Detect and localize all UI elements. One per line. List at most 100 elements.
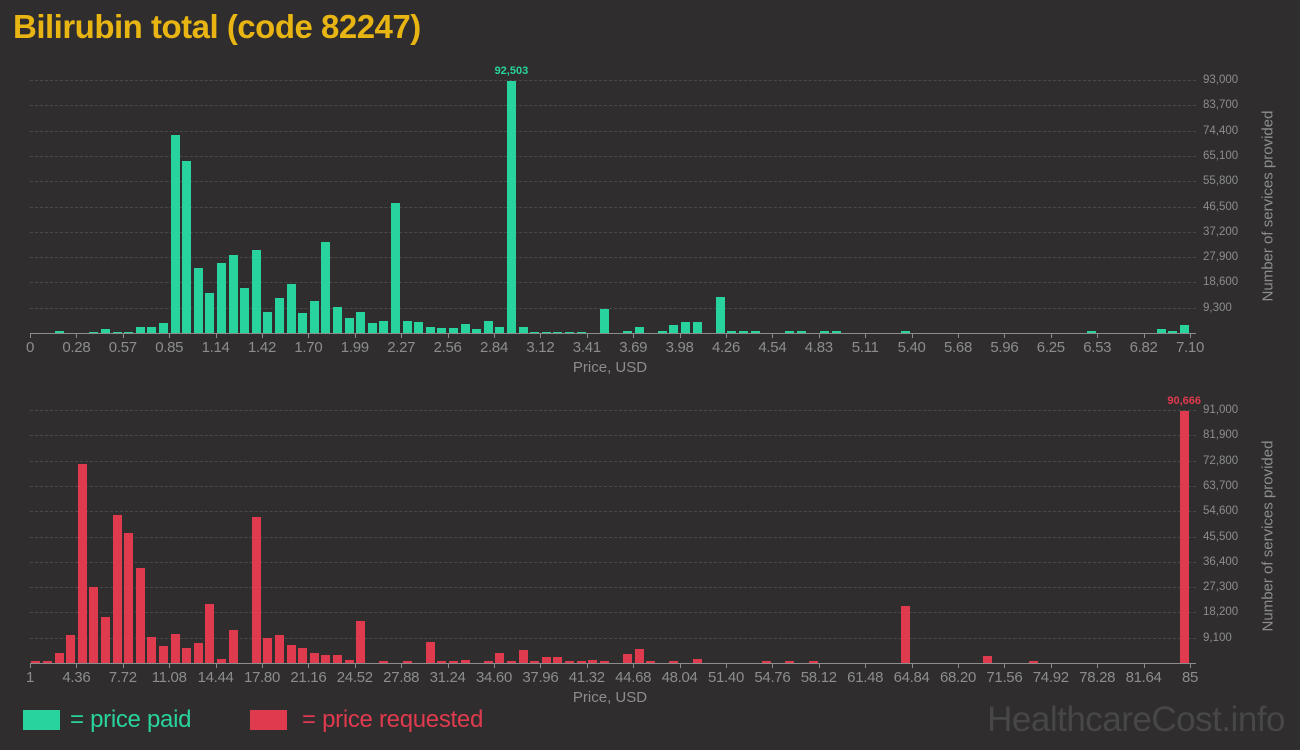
histogram-bar [356,312,366,333]
histogram-bar [622,654,632,663]
x-tick-label: 44.68 [615,669,652,686]
x-tick-label: 0.28 [62,339,91,356]
x-tick-mark [215,664,217,668]
x-tick-mark [958,664,959,668]
x-tick-label: 2.84 [480,339,508,356]
x-tick-label: 5.40 [897,339,926,356]
histogram-bar [1179,325,1189,333]
gridline [30,435,1196,437]
x-tick-mark [30,664,31,668]
histogram-bar [785,661,795,663]
y-tick-label: 72,800 [1203,454,1239,467]
x-tick-mark [308,334,310,338]
histogram-bar [321,655,331,663]
gridline [30,460,1196,462]
histogram-bar [54,653,64,663]
histogram-bar [158,323,168,333]
x-tick-mark [633,334,635,338]
x-tick-mark [1097,664,1099,668]
x-tick-label: 5.96 [990,339,1019,356]
histogram-bar [182,648,192,663]
histogram-bar [518,327,528,333]
histogram-bar [42,661,52,663]
x-tick-label: 3.98 [665,339,694,356]
x-tick-label: 1.14 [201,339,230,356]
histogram-bar [170,135,180,333]
histogram-bar [414,322,424,333]
x-tick-mark [726,664,727,668]
histogram-bar [1179,411,1189,663]
y-tick-label: 9,300 [1203,301,1232,314]
histogram-bar [576,661,586,663]
y-axis-title-requested: Number of services provided [1259,440,1277,632]
histogram-bar [31,661,41,663]
y-tick-label: 74,400 [1203,124,1239,137]
x-tick-mark [818,334,820,338]
x-tick-label: 11.08 [151,669,187,686]
x-tick-label: 3.12 [526,339,555,356]
x-tick-label: 68.20 [939,669,977,686]
histogram-bar [77,464,87,663]
histogram-bar [692,659,702,663]
histogram-bar [274,635,284,663]
y-tick-label: 83,700 [1203,99,1239,112]
histogram-bar [483,661,493,663]
x-axis-line [30,333,1196,334]
histogram-bar [506,661,516,663]
histogram-bar [727,331,737,333]
x-tick-mark [633,664,635,668]
y-tick-label: 18,200 [1203,606,1239,619]
x-tick-label: 4.54 [758,339,787,356]
histogram-bar [112,515,122,663]
histogram-bar [564,332,574,333]
histogram-bar [599,309,609,333]
histogram-bar [518,650,528,663]
x-tick-label: 4.36 [62,669,91,686]
x-tick-mark [76,664,78,668]
histogram-bar [344,318,354,333]
histogram-bar [193,643,203,663]
page-title: Bilirubin total (code 82247) [13,8,421,45]
histogram-bar [205,293,215,333]
histogram-bar [309,301,319,333]
x-tick-mark [262,334,263,338]
histogram-bar [228,630,238,663]
y-tick-label: 9,100 [1203,631,1232,644]
x-tick-label: 78.28 [1079,669,1116,686]
gridline [30,155,1196,157]
x-tick-label: 0.85 [155,339,184,356]
histogram-bar [762,661,772,663]
histogram-bar [530,332,540,333]
x-tick-mark [865,334,867,338]
gridline [30,536,1196,538]
histogram-bar [715,297,725,333]
y-tick-label: 54,600 [1203,505,1239,518]
x-tick-mark [1097,334,1099,338]
histogram-bar [738,331,748,333]
y-tick-label: 81,900 [1203,429,1239,442]
histogram-bar [634,649,644,663]
histogram-bar [541,657,551,663]
x-tick-label: 71.56 [986,669,1023,686]
x-axis-line [30,663,1196,664]
gridline [30,231,1196,233]
histogram-bar [448,661,458,663]
histogram-bar [344,660,354,663]
histogram-bar [216,659,226,663]
gridline [30,80,1196,81]
x-tick-mark [494,664,495,668]
x-tick-label: 0 [25,339,35,356]
histogram-bar [379,661,389,663]
histogram-bar [460,324,470,333]
histogram-bar [564,661,574,663]
max-value-label: 92,503 [494,65,529,77]
x-tick-mark [726,334,727,338]
x-tick-mark [262,664,263,668]
legend-swatch-price-paid [23,710,60,730]
histogram-bar [437,328,447,333]
x-tick-mark [679,334,681,338]
x-tick-mark [76,334,78,338]
x-tick-label: 81.64 [1125,669,1162,686]
